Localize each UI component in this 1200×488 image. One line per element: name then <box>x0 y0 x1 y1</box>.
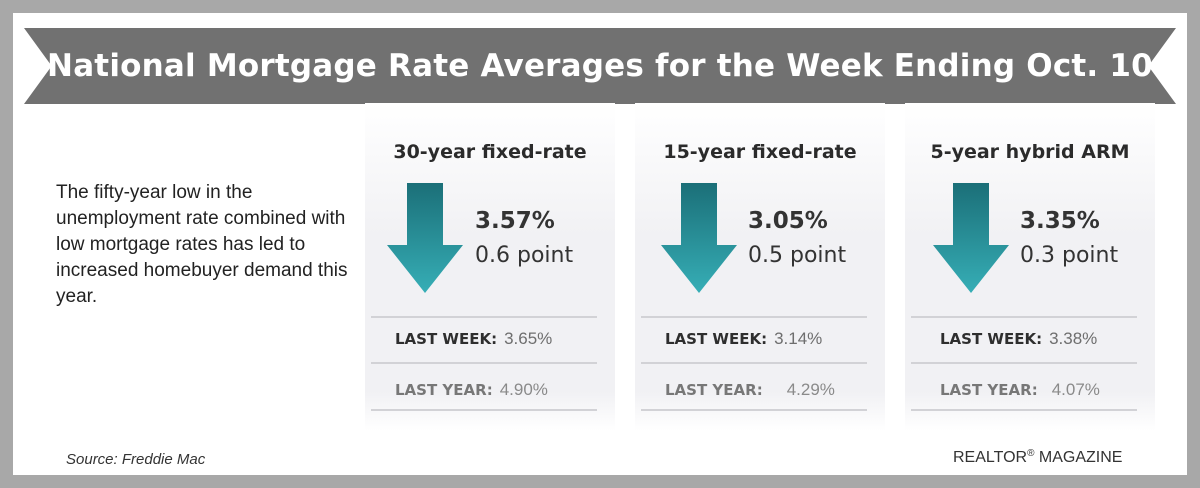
brand-logo-text: REALTOR® MAGAZINE <box>953 448 1122 467</box>
card-title: 30-year fixed-rate <box>393 141 587 163</box>
divider <box>911 409 1137 411</box>
last-year-label: LAST YEAR: <box>395 381 493 399</box>
divider <box>371 316 597 318</box>
last-week-row: LAST WEEK: 3.14% <box>635 329 885 349</box>
card-title: 15-year fixed-rate <box>663 141 857 163</box>
rate-card-5-year-arm: 5-year hybrid ARM 3.35% 0.3 point LAST W… <box>905 103 1155 431</box>
divider <box>641 409 867 411</box>
current-rate: 3.57% <box>475 208 555 234</box>
current-rate: 3.35% <box>1020 208 1100 234</box>
last-year-row: LAST YEAR: 4.90% <box>365 380 615 400</box>
last-year-value: 4.07% <box>1051 380 1100 399</box>
last-year-row: LAST YEAR: 4.29% <box>635 380 885 400</box>
registered-mark: ® <box>1027 448 1035 459</box>
page-title: National Mortgage Rate Averages for the … <box>47 48 1153 84</box>
down-arrow-icon <box>933 183 1009 293</box>
rate-change: 0.5 point <box>748 243 847 268</box>
divider <box>641 362 867 364</box>
intro-text: The fifty-year low in the unemployment r… <box>56 182 348 307</box>
divider <box>911 362 1137 364</box>
down-arrow-icon <box>387 183 463 293</box>
rate-card-15-year: 15-year fixed-rate 3.05% 0.5 point LAST … <box>635 103 885 431</box>
last-year-value: 4.90% <box>499 380 548 399</box>
card-title: 5-year hybrid ARM <box>930 141 1130 163</box>
last-year-label: LAST YEAR: <box>665 381 763 399</box>
current-rate: 3.05% <box>748 208 828 234</box>
rate-card-30-year: 30-year fixed-rate 3.57% 0.6 point LAST … <box>365 103 615 431</box>
brand-name: REALTOR <box>953 449 1028 466</box>
last-week-label: LAST WEEK: <box>940 330 1043 348</box>
last-week-value: 3.14% <box>774 329 823 348</box>
last-week-row: LAST WEEK: 3.38% <box>905 329 1155 349</box>
last-week-value: 3.65% <box>504 329 553 348</box>
rate-change: 0.6 point <box>475 243 574 268</box>
source-note: Source: Freddie Mac <box>66 451 206 468</box>
last-year-row: LAST YEAR: 4.07% <box>905 380 1155 400</box>
rate-change: 0.3 point <box>1020 243 1119 268</box>
divider <box>371 409 597 411</box>
brand-suffix: MAGAZINE <box>1034 449 1123 466</box>
down-arrow-icon <box>661 183 737 293</box>
last-year-value: 4.29% <box>786 380 835 399</box>
divider <box>911 316 1137 318</box>
divider <box>641 316 867 318</box>
divider <box>371 362 597 364</box>
last-week-label: LAST WEEK: <box>395 330 498 348</box>
last-week-value: 3.38% <box>1049 329 1098 348</box>
title-banner <box>24 28 1176 104</box>
last-week-row: LAST WEEK: 3.65% <box>365 329 615 349</box>
last-year-label: LAST YEAR: <box>940 381 1038 399</box>
last-week-label: LAST WEEK: <box>665 330 768 348</box>
